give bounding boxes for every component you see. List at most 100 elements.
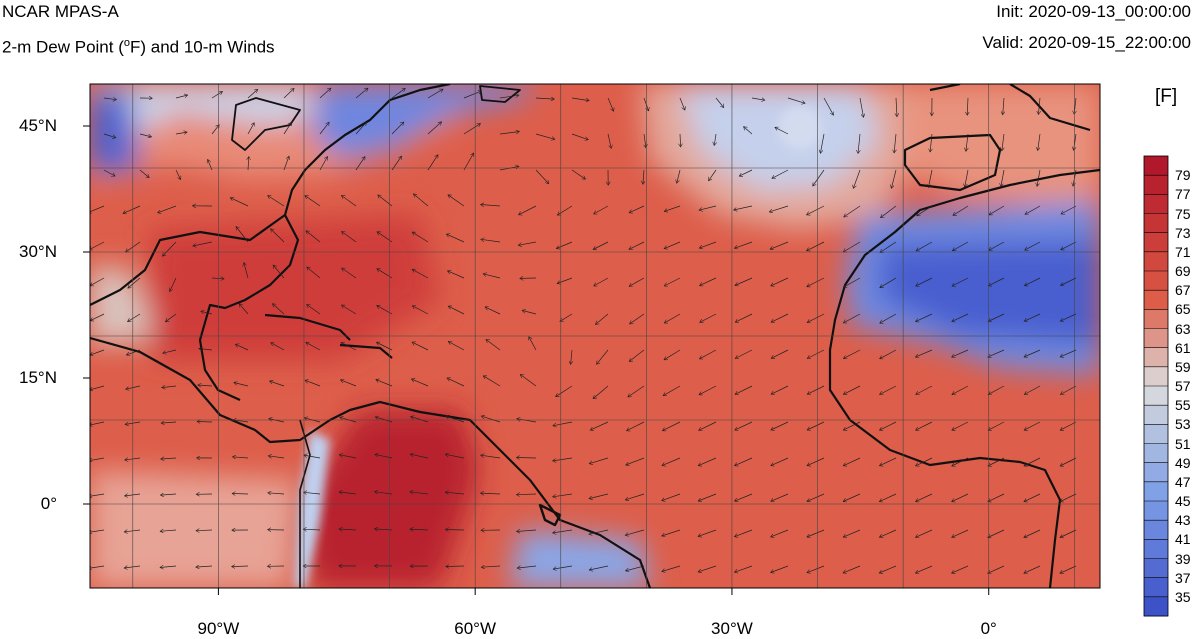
wind-arrow xyxy=(486,339,501,351)
wind-arrow xyxy=(787,97,805,103)
valid-time: Valid: 2020-09-15_22:00:00 xyxy=(982,33,1191,52)
wind-arrow xyxy=(175,169,181,180)
wind-arrow xyxy=(485,307,501,315)
wind-arrow xyxy=(1024,349,1041,357)
wind-arrow xyxy=(355,88,368,99)
wind-arrow xyxy=(427,155,438,171)
wind-arrow xyxy=(196,566,213,567)
wind-arrow xyxy=(170,277,177,292)
wind-arrow xyxy=(234,383,249,387)
wind-arrow xyxy=(307,304,321,315)
latitude-label: 15°N xyxy=(19,368,57,387)
wind-arrow xyxy=(375,454,393,459)
wind-arrow xyxy=(1024,529,1041,538)
colorbar-bin xyxy=(1144,156,1168,176)
colorbar-bin xyxy=(1144,539,1168,559)
colorbar-bin xyxy=(1144,577,1168,598)
wind-arrow xyxy=(162,386,177,388)
wind-arrow xyxy=(915,529,933,537)
wind-arrow xyxy=(571,133,588,140)
wind-arrow xyxy=(481,566,501,567)
wind-arrow xyxy=(629,241,645,249)
colorbar-label: 79 xyxy=(1175,167,1191,184)
wind-arrow xyxy=(211,91,223,99)
wind-arrow xyxy=(161,458,177,459)
wind-arrow xyxy=(930,133,932,152)
wind-arrow xyxy=(520,374,537,387)
colorbar-label: 57 xyxy=(1175,378,1191,394)
field-east-pacific xyxy=(90,470,300,588)
wind-arrow xyxy=(891,169,897,188)
wind-arrow xyxy=(843,421,861,430)
wind-arrow xyxy=(952,385,969,395)
wind-arrow xyxy=(771,385,789,394)
wind-arrow xyxy=(807,277,825,287)
wind-arrow xyxy=(880,349,897,359)
wind-arrow xyxy=(463,153,474,171)
field-north-dry xyxy=(90,84,320,160)
map-subtitle: 2-m Dew Point (oF) and 10-m Winds xyxy=(2,33,275,58)
wind-arrow xyxy=(445,492,465,494)
wind-arrow xyxy=(341,304,357,315)
wind-arrow xyxy=(445,530,465,531)
wind-arrow xyxy=(1024,385,1041,395)
wind-arrow xyxy=(481,239,501,243)
wind-arrow xyxy=(1060,385,1077,395)
wind-arrow xyxy=(571,97,589,101)
wind-arrow xyxy=(807,205,825,215)
wind-arrow xyxy=(662,565,681,572)
wind-arrow xyxy=(283,122,292,135)
wind-arrow xyxy=(516,458,537,459)
wind-arrow xyxy=(90,529,105,532)
coast-greater-antilles xyxy=(264,313,393,359)
wind-arrow xyxy=(1060,565,1077,573)
wind-arrow xyxy=(880,277,897,289)
wind-arrow xyxy=(427,89,443,99)
coast-europe-north xyxy=(929,84,1091,132)
wind-arrow xyxy=(160,494,177,495)
coast-amazon-delta xyxy=(538,503,562,527)
colorbar-bin xyxy=(1144,366,1168,387)
wind-arrow xyxy=(988,529,1005,538)
colorbar xyxy=(1143,155,1169,617)
wind-arrow xyxy=(90,457,105,461)
wind-arrow xyxy=(123,205,141,214)
wind-arrow xyxy=(128,277,141,288)
colorbar-bin xyxy=(1144,443,1168,464)
colorbar-bin xyxy=(1144,328,1168,349)
wind-arrow xyxy=(965,169,969,187)
wind-arrow xyxy=(553,565,573,569)
wind-arrow xyxy=(916,385,933,395)
wind-arrow xyxy=(557,205,573,216)
wind-arrow xyxy=(807,421,825,430)
wind-arrow xyxy=(735,313,753,322)
wind-arrow xyxy=(1060,529,1077,538)
wind-arrow xyxy=(517,419,537,423)
coast-south-america-west xyxy=(299,419,311,588)
tick-marks xyxy=(83,125,990,595)
wind-arrow xyxy=(90,241,105,250)
wind-arrow xyxy=(341,196,357,207)
colorbar-label: 69 xyxy=(1175,263,1191,279)
field-amazon-humid xyxy=(300,410,480,588)
wind-arrow xyxy=(90,421,105,425)
wind-arrow xyxy=(680,133,681,147)
wind-arrow xyxy=(952,313,969,322)
wind-arrow xyxy=(529,337,537,351)
wind-arrow xyxy=(160,530,177,531)
wind-arrow xyxy=(553,421,573,426)
wind-arrow xyxy=(247,123,254,135)
field-sahara-very-dry xyxy=(880,240,1100,345)
wind-arrow xyxy=(1025,241,1041,250)
wind-arrow xyxy=(391,88,405,99)
wind-arrow xyxy=(125,494,141,496)
wind-arrow xyxy=(952,421,969,430)
wind-arrow xyxy=(463,91,481,99)
wind-arrow xyxy=(952,457,969,466)
field-gulf-caribbean-humid xyxy=(150,215,440,360)
wind-arrow xyxy=(629,205,645,213)
wind-arrow xyxy=(894,133,896,153)
wind-arrow xyxy=(607,133,611,148)
wind-arrow xyxy=(626,457,645,465)
wind-arrow xyxy=(775,127,789,135)
